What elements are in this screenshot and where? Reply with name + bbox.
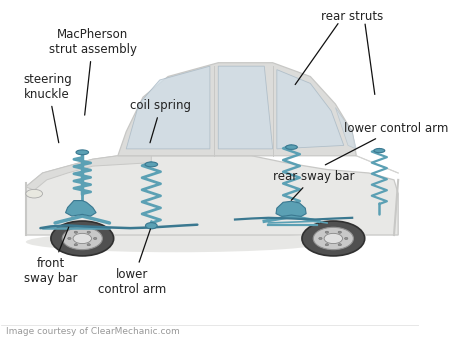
Ellipse shape (318, 237, 321, 239)
Text: Image courtesy of ClearMechanic.com: Image courtesy of ClearMechanic.com (6, 327, 179, 336)
Text: MacPherson
strut assembly: MacPherson strut assembly (49, 28, 136, 115)
Text: lower control arm: lower control arm (325, 122, 447, 165)
Ellipse shape (325, 244, 328, 246)
Ellipse shape (67, 237, 71, 239)
Ellipse shape (325, 231, 328, 233)
Ellipse shape (93, 237, 97, 239)
Ellipse shape (313, 227, 353, 250)
Ellipse shape (26, 231, 326, 252)
Polygon shape (276, 70, 343, 149)
Ellipse shape (62, 227, 102, 250)
Text: front
sway bar: front sway bar (24, 227, 78, 285)
Ellipse shape (344, 237, 347, 239)
Ellipse shape (337, 231, 341, 233)
Ellipse shape (285, 145, 297, 149)
Text: rear sway bar: rear sway bar (272, 170, 353, 200)
Ellipse shape (145, 162, 157, 167)
Ellipse shape (324, 233, 342, 244)
Polygon shape (126, 66, 209, 149)
Ellipse shape (301, 221, 364, 256)
Ellipse shape (74, 231, 78, 233)
Text: lower
control arm: lower control arm (98, 229, 166, 295)
Ellipse shape (373, 148, 384, 153)
Ellipse shape (145, 222, 157, 229)
Polygon shape (26, 156, 151, 190)
Polygon shape (275, 201, 306, 216)
Ellipse shape (87, 244, 90, 246)
Ellipse shape (337, 244, 341, 246)
Ellipse shape (76, 150, 89, 155)
Polygon shape (26, 156, 397, 235)
Polygon shape (118, 63, 356, 156)
Ellipse shape (51, 221, 113, 256)
Ellipse shape (26, 189, 42, 198)
Ellipse shape (74, 244, 78, 246)
Polygon shape (218, 66, 272, 149)
Ellipse shape (73, 233, 91, 244)
Polygon shape (65, 201, 96, 216)
Text: steering
knuckle: steering knuckle (24, 73, 73, 143)
Ellipse shape (87, 231, 90, 233)
Polygon shape (335, 108, 356, 149)
Text: rear struts: rear struts (320, 10, 382, 23)
Text: coil spring: coil spring (130, 99, 191, 143)
